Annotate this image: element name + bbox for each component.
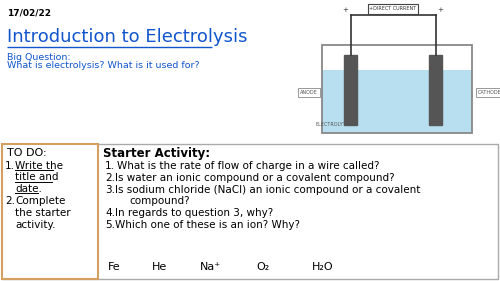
Text: 3.: 3. — [105, 185, 115, 195]
Bar — [298, 89, 320, 98]
Text: 2.: 2. — [5, 196, 15, 207]
Text: Which one of these is an ion? Why?: Which one of these is an ion? Why? — [115, 220, 300, 230]
Bar — [322, 45, 472, 133]
Text: 17/02/22: 17/02/22 — [7, 8, 51, 17]
Text: activity.: activity. — [15, 219, 56, 230]
Bar — [344, 55, 357, 125]
Bar — [2, 144, 98, 279]
Text: 2.: 2. — [105, 173, 115, 183]
Text: ANODE: ANODE — [300, 90, 318, 96]
Bar — [322, 70, 472, 133]
Text: What is electrolysis? What is it used for?: What is electrolysis? What is it used fo… — [7, 61, 200, 70]
Bar — [368, 4, 418, 14]
Text: Is sodium chloride (NaCl) an ionic compound or a covalent: Is sodium chloride (NaCl) an ionic compo… — [115, 185, 420, 195]
Text: He: He — [152, 262, 167, 272]
Text: 1.: 1. — [5, 161, 15, 171]
Bar — [476, 89, 500, 98]
Text: Introduction to Electrolysis: Introduction to Electrolysis — [7, 28, 248, 46]
Text: +DIRECT CURRENT: +DIRECT CURRENT — [370, 6, 416, 11]
Text: Na⁺: Na⁺ — [200, 262, 221, 272]
Text: O₂: O₂ — [256, 262, 269, 272]
Text: +: + — [342, 7, 348, 13]
Text: ELECTROLYTE: ELECTROLYTE — [316, 122, 350, 127]
Text: CATHODE: CATHODE — [478, 90, 500, 96]
Text: the starter: the starter — [15, 208, 70, 218]
Text: TO DO:: TO DO: — [7, 148, 46, 158]
Text: Complete: Complete — [15, 196, 66, 207]
Text: In regards to question 3, why?: In regards to question 3, why? — [115, 208, 273, 218]
Bar — [2, 144, 498, 279]
Text: compound?: compound? — [129, 196, 190, 207]
Bar — [429, 55, 442, 125]
Text: Big Question:: Big Question: — [7, 53, 70, 62]
Text: Is water an ionic compound or a covalent compound?: Is water an ionic compound or a covalent… — [115, 173, 394, 183]
Text: H₂O: H₂O — [312, 262, 334, 272]
Text: Write the: Write the — [15, 161, 63, 171]
Text: 1.: 1. — [105, 161, 115, 171]
Text: Fe: Fe — [108, 262, 120, 272]
Text: 5.: 5. — [105, 220, 115, 230]
Text: date.: date. — [15, 184, 42, 194]
Text: 4.: 4. — [105, 208, 115, 218]
Text: What is the rate of flow of charge in a wire called?: What is the rate of flow of charge in a … — [117, 161, 380, 171]
Text: +: + — [438, 7, 444, 13]
Text: Starter Activity:: Starter Activity: — [103, 147, 210, 160]
Text: title and: title and — [15, 173, 59, 182]
